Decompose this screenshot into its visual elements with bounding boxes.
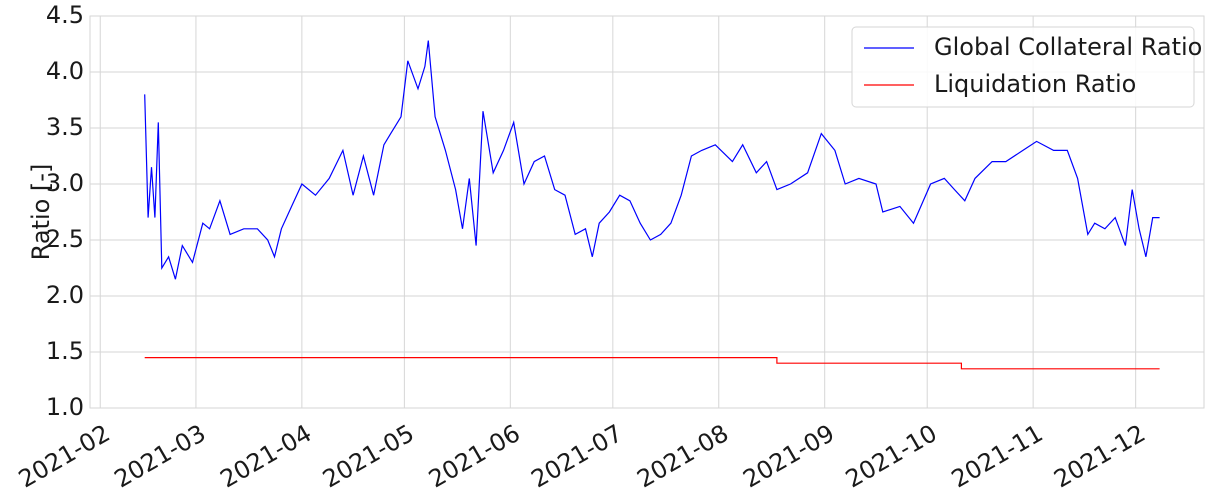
y-tick-label: 2.0 [46,281,84,309]
x-tick-label: 2021-12 [1049,419,1150,488]
legend-label: Liquidation Ratio [934,70,1136,98]
x-tick-label: 2021-09 [738,419,839,488]
x-tick-label: 2021-07 [526,419,627,488]
x-tick-label: 2021-06 [424,419,525,488]
y-tick-label: 4.5 [46,1,84,29]
legend-box [851,26,1195,108]
x-tick-label: 2021-10 [841,419,942,488]
y-tick-label: 1.5 [46,337,84,365]
x-tick-label: 2021-05 [318,419,419,488]
y-tick-label: 2.5 [46,225,84,253]
data-line [144,40,1160,280]
y-tick-label: 4.0 [46,57,84,85]
y-tick-label: 1.0 [46,393,84,421]
y-axis-label: Ratio [-] [27,164,55,261]
data-line [144,357,1160,370]
x-tick-label: 2021-11 [947,419,1048,488]
y-tick-label: 3.0 [46,169,84,197]
x-tick-label: 2021-03 [110,419,211,488]
y-tick-label: 3.5 [46,113,84,141]
x-tick-label: 2021-02 [14,419,115,488]
x-tick-label: 2021-04 [216,419,317,488]
x-tick-label: 2021-08 [632,419,733,488]
legend-label: Global Collateral Ratio [934,33,1202,61]
legend: Global Collateral Ratio Liquidation Ratio [851,26,1202,108]
